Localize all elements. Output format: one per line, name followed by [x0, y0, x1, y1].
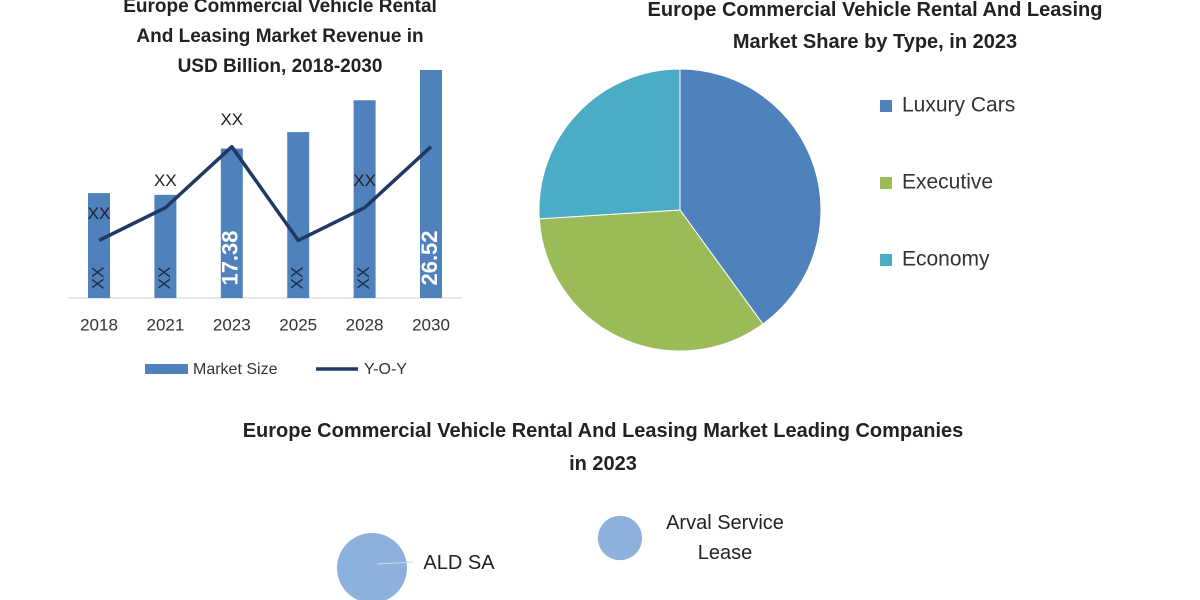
bar	[154, 194, 177, 298]
line-value-label: XX	[353, 171, 376, 190]
bubble	[337, 533, 407, 600]
pie-slice	[538, 209, 764, 352]
leader-line	[376, 561, 415, 565]
pie-slice	[679, 68, 822, 325]
x-tick-label: 2030	[412, 315, 450, 334]
bar	[220, 148, 243, 298]
x-tick-label: 2028	[346, 315, 384, 334]
legend-label: Y-O-Y	[364, 361, 407, 378]
line	[98, 144, 433, 243]
line-value-label: XX	[154, 171, 177, 190]
line-value-label: XX	[220, 110, 243, 129]
bar-value-label: XX	[354, 267, 373, 290]
bar	[420, 70, 442, 298]
bubble-chart-title: Europe Commercial Vehicle Rental And Lea…	[242, 420, 964, 475]
legend-label: Market Size	[193, 361, 278, 378]
bubble-label: ALD SA	[423, 552, 495, 574]
legend-swatch	[880, 177, 892, 189]
bar-value-label: 26.52	[417, 230, 442, 285]
pie-chart-title: Europe Commercial Vehicle Rental And Lea…	[647, 0, 1103, 53]
legend-label: Executive	[902, 171, 993, 194]
bar-value-label: XX	[288, 267, 307, 290]
bar-chart-title: Europe Commercial Vehicle Rental And Lea…	[123, 0, 437, 77]
legend-swatch	[880, 100, 892, 112]
x-tick-label: 2023	[213, 315, 251, 334]
bar-value-label: 17.38	[218, 230, 243, 285]
pie-slice	[538, 68, 681, 220]
bar-value-label: XX	[155, 267, 174, 290]
legend-swatch	[145, 364, 188, 374]
bubble-label: Arval Service Lease	[666, 512, 784, 564]
bar	[353, 100, 376, 298]
x-tick-label: 2021	[146, 315, 184, 334]
line-value-label: XX	[88, 204, 111, 223]
legend-label: Economy	[902, 248, 990, 271]
bar-value-label: XX	[88, 267, 107, 290]
x-tick-label: 2018	[80, 315, 118, 334]
x-tick-label: 2025	[279, 315, 317, 334]
bar	[88, 193, 110, 298]
legend-swatch	[880, 254, 892, 266]
legend-label: Luxury Cars	[902, 94, 1015, 117]
bar	[287, 132, 310, 298]
bubble	[597, 515, 643, 561]
